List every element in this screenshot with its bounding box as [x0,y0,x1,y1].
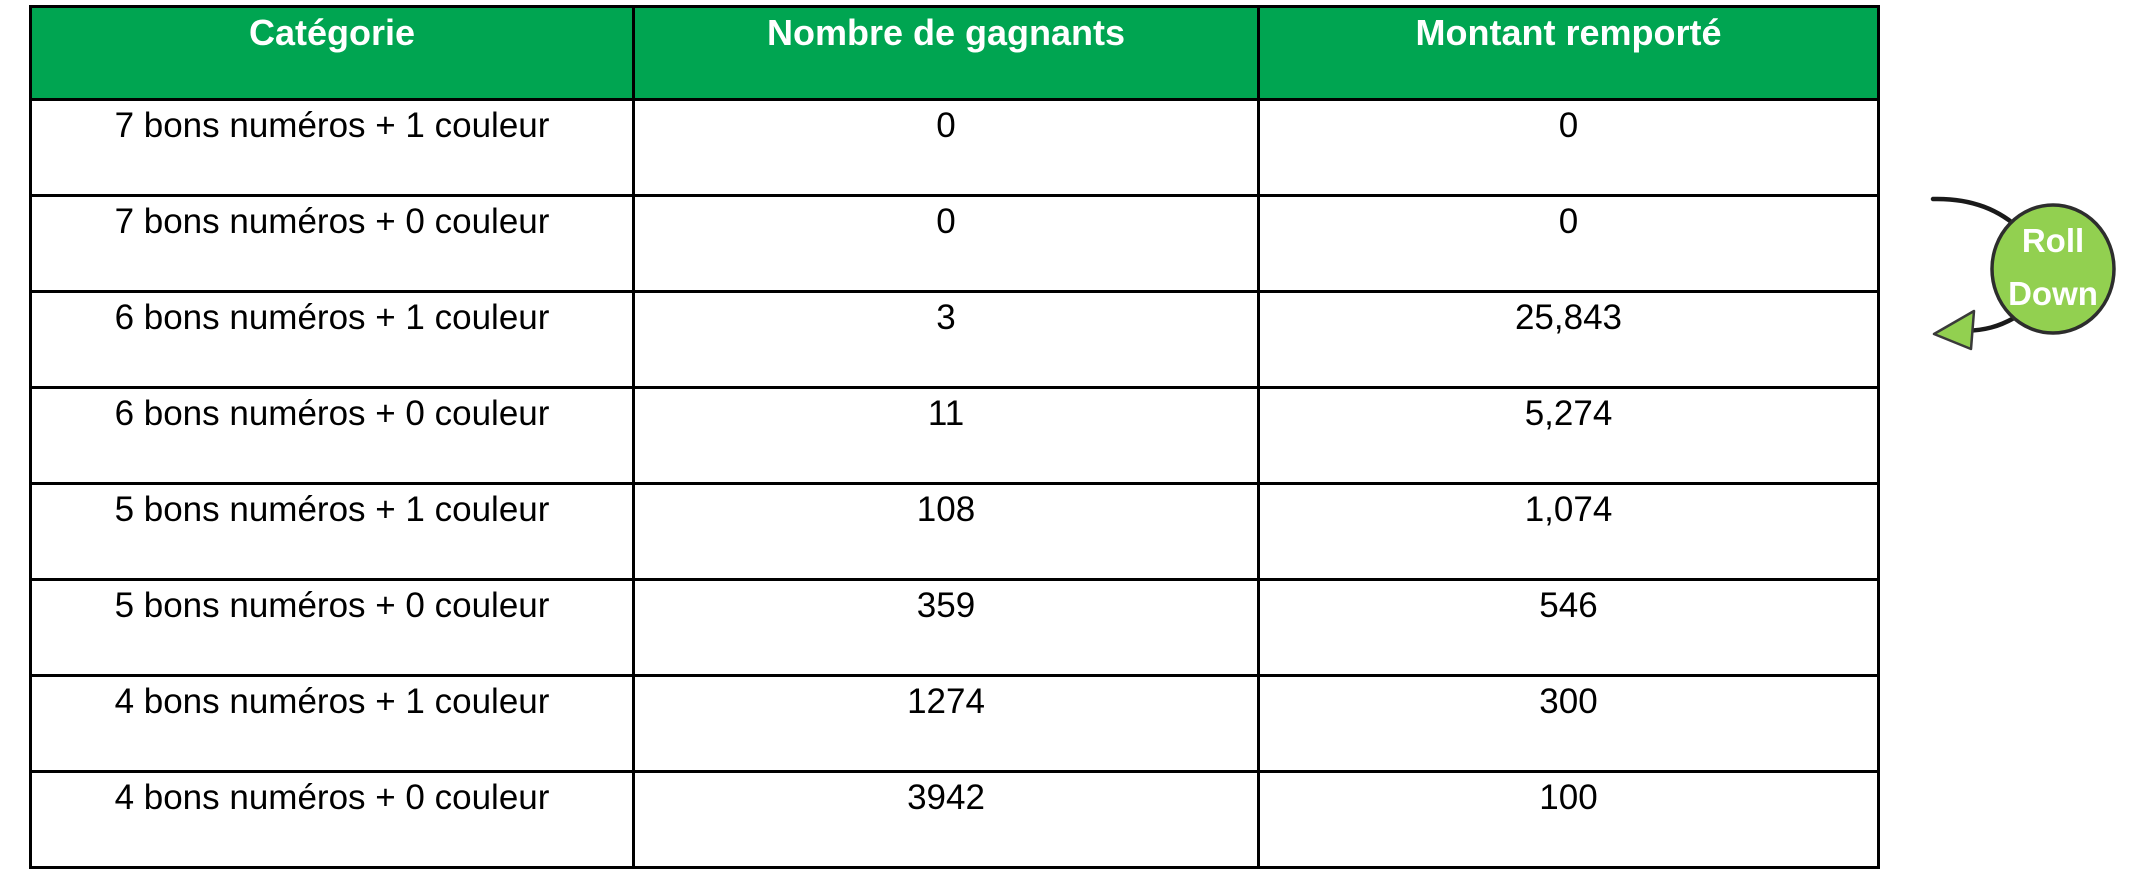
table-row: 7 bons numéros + 1 couleur 0 0 [29,98,1880,197]
arrowhead-icon [1932,309,1976,351]
cell-montant: 300 [1257,674,1880,773]
table-row: 4 bons numéros + 0 couleur 3942 100 [29,770,1880,869]
cell-categorie: 5 bons numéros + 1 couleur [29,482,635,581]
cell-categorie: 7 bons numéros + 0 couleur [29,194,635,293]
cell-montant: 0 [1257,98,1880,197]
table-row: 6 bons numéros + 0 couleur 11 5,274 [29,386,1880,485]
roll-down-annotation: Roll Down [1930,196,2116,351]
header-categorie: Catégorie [29,5,635,101]
cell-gagnants: 0 [632,98,1260,197]
cell-gagnants: 0 [632,194,1260,293]
table-row: 4 bons numéros + 1 couleur 1274 300 [29,674,1880,773]
roll-down-label-line1: Roll [2022,222,2084,259]
roll-down-label-line2: Down [2008,275,2098,312]
table-row: 6 bons numéros + 1 couleur 3 25,843 [29,290,1880,389]
table-header-row: Catégorie Nombre de gagnants Montant rem… [29,5,1880,101]
roll-down-bubble [1990,203,2116,335]
cell-categorie: 6 bons numéros + 1 couleur [29,290,635,389]
cell-gagnants: 3942 [632,770,1260,869]
cell-categorie: 7 bons numéros + 1 couleur [29,98,635,197]
cell-gagnants: 3 [632,290,1260,389]
cell-gagnants: 11 [632,386,1260,485]
table-row: 7 bons numéros + 0 couleur 0 0 [29,194,1880,293]
cell-montant: 5,274 [1257,386,1880,485]
lottery-results-table: Catégorie Nombre de gagnants Montant rem… [29,5,1880,869]
cell-montant: 546 [1257,578,1880,677]
cell-categorie: 4 bons numéros + 0 couleur [29,770,635,869]
cell-categorie: 5 bons numéros + 0 couleur [29,578,635,677]
header-nombre-gagnants: Nombre de gagnants [632,5,1260,101]
cell-montant: 1,074 [1257,482,1880,581]
table-row: 5 bons numéros + 0 couleur 359 546 [29,578,1880,677]
table-row: 5 bons numéros + 1 couleur 108 1,074 [29,482,1880,581]
cell-montant: 25,843 [1257,290,1880,389]
cell-gagnants: 359 [632,578,1260,677]
cell-montant: 100 [1257,770,1880,869]
header-montant-remporte: Montant remporté [1257,5,1880,101]
cell-categorie: 4 bons numéros + 1 couleur [29,674,635,773]
cell-montant: 0 [1257,194,1880,293]
cell-gagnants: 108 [632,482,1260,581]
cell-gagnants: 1274 [632,674,1260,773]
cell-categorie: 6 bons numéros + 0 couleur [29,386,635,485]
